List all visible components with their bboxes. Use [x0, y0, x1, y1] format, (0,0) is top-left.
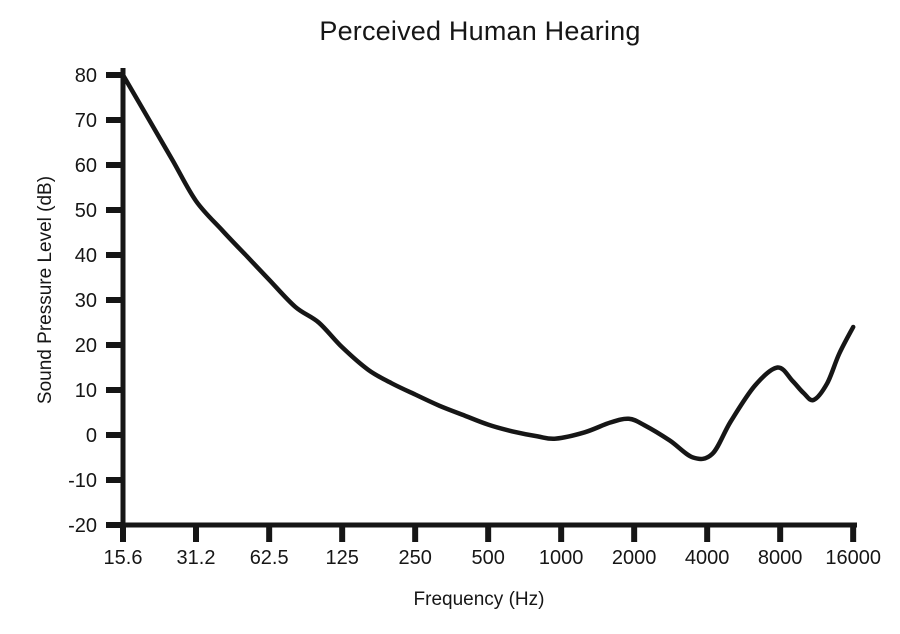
hearing-curve: [120, 72, 856, 462]
x-tick-label: 4000: [684, 547, 730, 569]
x-axis-title: Frequency (Hz): [413, 589, 545, 610]
x-tick-label: 15.6: [103, 547, 143, 569]
y-tick-label: -20: [68, 515, 97, 537]
x-tick-label: 500: [471, 547, 505, 569]
y-tick-label: 10: [74, 380, 97, 402]
y-tick-label: -10: [68, 470, 97, 492]
y-tick-label: 20: [74, 335, 97, 357]
x-tick-label: 62.5: [249, 547, 289, 569]
chart-title: Perceived Human Hearing: [319, 16, 641, 46]
y-tick-label: 80: [74, 65, 97, 87]
x-tick-label: 1000: [538, 547, 584, 569]
x-tick-label: 2000: [611, 547, 657, 569]
x-tick-label: 250: [398, 547, 432, 569]
y-tick-label: 70: [74, 110, 97, 132]
y-tick-label: 60: [74, 155, 97, 177]
y-tick-label: 40: [74, 245, 97, 267]
x-tick-label: 16000: [825, 547, 881, 569]
y-tick-label: 50: [74, 200, 97, 222]
x-tick-label: 125: [325, 547, 359, 569]
x-tick-label: 31.2: [176, 547, 216, 569]
y-tick-label: 30: [74, 290, 97, 312]
y-tick-label: 0: [85, 425, 97, 447]
x-tick-label: 8000: [757, 547, 803, 569]
